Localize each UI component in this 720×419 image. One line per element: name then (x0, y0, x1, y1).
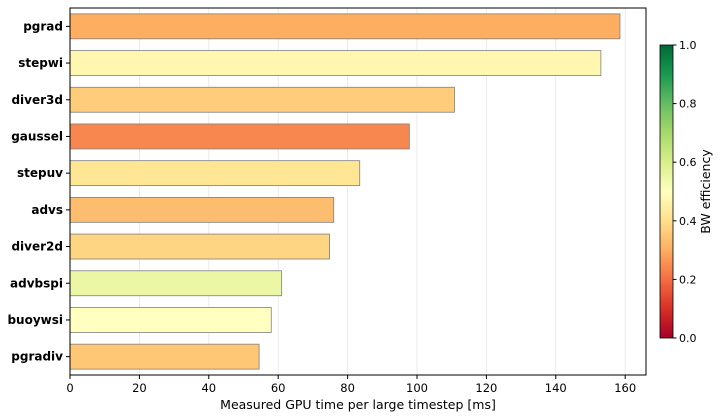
bar-pgradiv (69, 343, 260, 370)
x-tick-label: 160 (614, 381, 636, 395)
plot-frame (69, 7, 647, 376)
bar-diver3d (69, 86, 455, 113)
x-tick-label: 100 (406, 381, 428, 395)
bar-diver2d (69, 233, 330, 260)
category-label: stepwi (18, 56, 63, 70)
x-tick-label: 0 (66, 381, 73, 395)
category-label: advs (31, 203, 63, 217)
x-tick-label: 140 (545, 381, 567, 395)
colorbar-tick-label: 0.6 (679, 156, 697, 169)
colorbar-tick-label: 0.2 (679, 273, 697, 286)
bar-buoywsi (69, 307, 272, 333)
colorbar-label: BW efficiency (698, 149, 713, 234)
category-label: pgrad (23, 19, 63, 33)
category-label: gaussel (11, 129, 63, 143)
bar-advs (69, 196, 335, 223)
bar-gaussel (69, 123, 410, 150)
x-tick-label: 120 (475, 381, 497, 395)
x-tick-label: 80 (340, 381, 355, 395)
bar-stepwi (69, 50, 602, 76)
category-label: buoywsi (7, 313, 63, 327)
bar-stepuv (69, 160, 361, 187)
bar-advbspi (69, 270, 283, 297)
colorbar-tick-label: 1.0 (679, 39, 697, 52)
x-tick-label: 40 (201, 381, 216, 395)
colorbar-tick-label: 0.4 (679, 215, 697, 228)
colorbar-tick-label: 0.8 (679, 98, 697, 111)
category-label: diver3d (11, 93, 63, 107)
category-label: advbspi (10, 276, 63, 290)
colorbar-tick-label: 0.0 (679, 332, 697, 345)
category-label: diver2d (11, 240, 63, 254)
x-axis-title: Measured GPU time per large timestep [ms… (220, 397, 496, 412)
bar-pgrad (69, 13, 621, 40)
axes: 0 20 40 60 80 100 120 140 160 (66, 7, 647, 395)
colorbar-gradient (659, 44, 674, 339)
x-tick-label: 20 (132, 381, 147, 395)
x-tick-label: 60 (271, 381, 286, 395)
colorbar: 0.0 0.2 0.4 0.6 0.8 1.0 BW efficiency (659, 39, 713, 345)
bars: pgrad stepwi diver3d gaussel stepuv advs diver… (7, 13, 621, 370)
category-label: pgradiv (11, 350, 63, 364)
category-label: stepuv (17, 166, 63, 180)
